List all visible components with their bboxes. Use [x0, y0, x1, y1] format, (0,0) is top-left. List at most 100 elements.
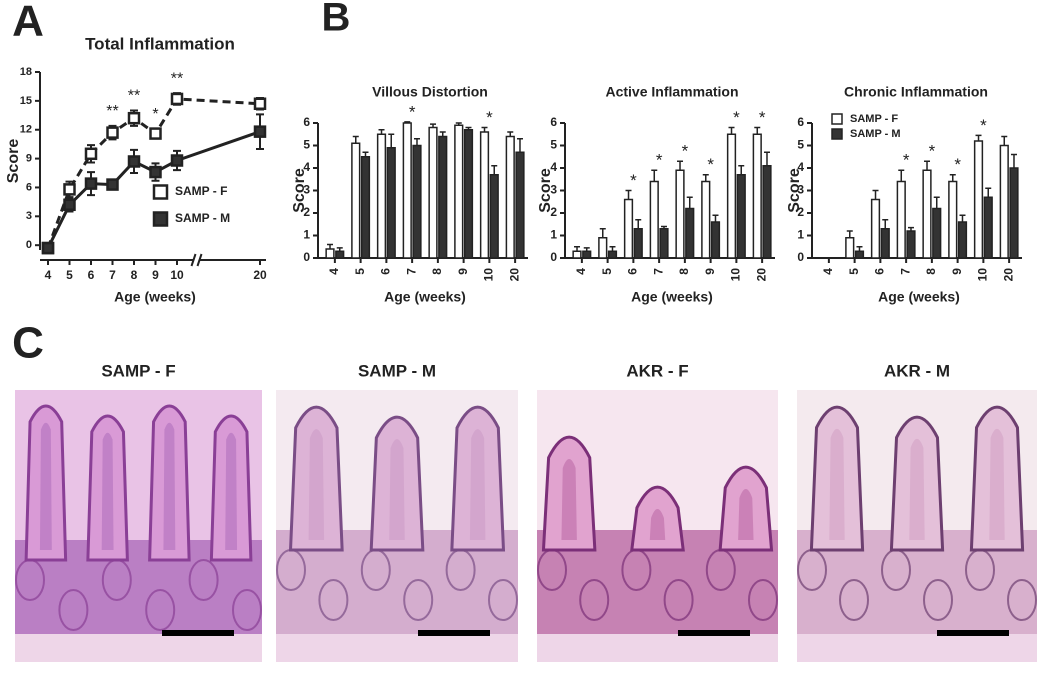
y-axis-label: Score — [291, 168, 308, 213]
crypt — [488, 579, 518, 621]
marker — [127, 111, 141, 125]
bar — [505, 135, 515, 259]
x-tick-label: 10 — [170, 268, 184, 282]
muscle-layer — [537, 634, 778, 662]
x-tick-label: 20 — [1001, 268, 1015, 282]
y-tick-label: 0 — [550, 250, 557, 264]
x-tick-label: 9 — [152, 268, 159, 282]
x-tick-label: 9 — [456, 268, 470, 275]
error-bar — [635, 219, 642, 229]
histology-image — [537, 390, 778, 662]
bar — [948, 180, 958, 259]
marker — [253, 97, 267, 111]
bar — [906, 230, 916, 259]
scale-bar — [418, 630, 490, 636]
bar — [999, 144, 1009, 259]
x-axis-label: Age (weeks) — [114, 289, 196, 305]
crypt — [923, 579, 953, 621]
muscle-layer — [276, 634, 518, 662]
crypt — [188, 559, 219, 601]
crypt — [58, 589, 89, 631]
y-tick-label: 6 — [303, 115, 310, 129]
histology-image — [15, 390, 262, 662]
y-tick-label: 2 — [550, 205, 557, 219]
significance-label: * — [903, 151, 910, 170]
villus-core — [829, 428, 845, 540]
bar — [386, 147, 396, 259]
error-bar — [439, 131, 446, 137]
villus-core — [39, 422, 52, 550]
significance-label: * — [656, 151, 663, 170]
significance-label: * — [929, 142, 936, 161]
villus-core — [561, 458, 577, 540]
error-bar — [352, 135, 359, 144]
x-tick-label: 10 — [976, 268, 990, 282]
error-bar — [763, 151, 770, 166]
error-bar — [959, 214, 966, 222]
bar — [854, 250, 865, 259]
bar — [438, 135, 448, 259]
error-bar — [985, 187, 992, 198]
y-tick-label: 12 — [20, 124, 32, 136]
error-bar — [702, 174, 709, 182]
marker — [84, 147, 98, 161]
crypt — [318, 579, 349, 621]
error-bar — [583, 247, 590, 252]
y-tick-label: 0 — [797, 250, 804, 264]
image-title: AKR - M — [884, 361, 950, 380]
error-bar — [599, 228, 606, 238]
bar — [412, 144, 422, 259]
muscle-layer — [15, 634, 262, 662]
villus-core — [389, 439, 405, 540]
y-tick-label: 5 — [550, 138, 557, 152]
error-bar — [362, 151, 369, 157]
bar — [701, 180, 711, 259]
x-tick-label: 5 — [847, 268, 861, 275]
bar — [845, 237, 855, 259]
chart-title: Total Inflammation — [85, 34, 235, 53]
scale-bar — [937, 630, 1009, 636]
crypt — [403, 579, 434, 621]
marker — [127, 155, 141, 168]
panel-label: C — [12, 319, 44, 368]
significance-label: * — [409, 102, 416, 121]
significance-label: * — [486, 108, 493, 127]
x-tick-label: 4 — [574, 268, 588, 275]
chart-title: Villous Distortion — [372, 84, 488, 100]
error-bar — [1010, 153, 1017, 168]
error-bar — [404, 121, 411, 123]
marker — [41, 241, 55, 255]
error-bar — [516, 138, 523, 153]
error-bar — [924, 160, 931, 171]
chart-title: Chronic Inflammation — [844, 84, 988, 100]
error-bar — [574, 246, 581, 252]
y-tick-label: 6 — [26, 181, 32, 193]
x-tick-label: 10 — [482, 268, 496, 282]
bar — [685, 207, 695, 259]
y-tick-label: 4 — [303, 160, 310, 174]
significance-label: * — [733, 108, 740, 127]
marker — [149, 165, 162, 179]
legend-swatch — [831, 128, 843, 140]
chart-title: Active Inflammation — [605, 84, 738, 100]
legend-label: SAMP - M — [175, 211, 230, 225]
histology-image — [797, 390, 1037, 662]
marker — [253, 125, 267, 138]
bar — [762, 165, 772, 259]
crypt — [748, 579, 778, 621]
image-title: SAMP - M — [358, 361, 436, 380]
error-bar — [651, 169, 658, 182]
x-tick-label: 8 — [677, 268, 691, 275]
image-title: SAMP - F — [101, 361, 175, 380]
x-tick-label: 6 — [873, 268, 887, 275]
error-bar — [625, 189, 632, 200]
villus-core — [649, 508, 666, 540]
y-tick-label: 4 — [550, 160, 557, 174]
x-tick-label: 7 — [651, 268, 665, 275]
y-tick-label: 5 — [797, 138, 804, 152]
error-bar — [430, 123, 437, 128]
bar — [623, 198, 634, 259]
error-bar — [378, 129, 385, 135]
crypt — [145, 589, 176, 631]
error-bar — [388, 133, 395, 148]
